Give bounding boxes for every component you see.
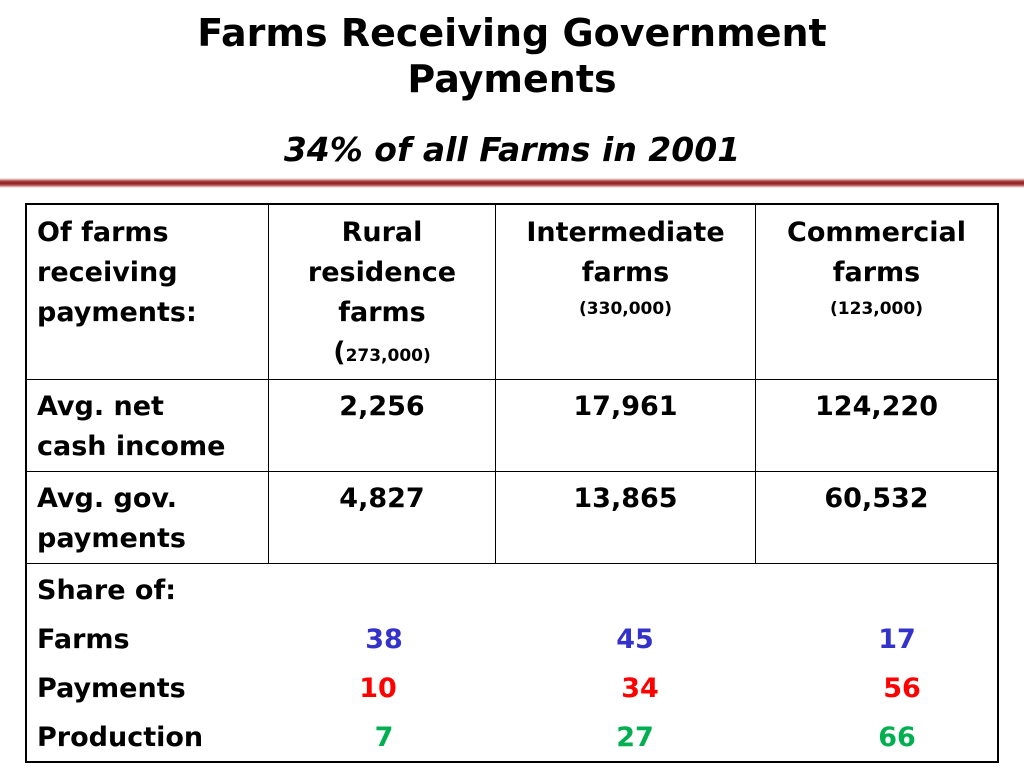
column-name-line: farms: [581, 257, 670, 288]
share-production-rural: 7: [374, 722, 394, 753]
row-label-gov-payments: Avg. gov. payments: [37, 479, 262, 559]
header-label-line: Of farms: [37, 217, 169, 248]
column-name-line: farms: [338, 297, 426, 328]
count-value: 273,000): [345, 346, 431, 366]
gov-payments-commercial: 60,532: [824, 483, 929, 514]
column-count: (123,000): [830, 299, 923, 319]
column-count: (273,000): [269, 333, 495, 373]
header-label-line: receiving: [37, 257, 178, 288]
header-rural-residence: Rural residence farms (273,000): [269, 213, 495, 373]
share-heading: Share of:: [37, 575, 177, 606]
slide-title: Farms Receiving Government Payments: [0, 10, 1024, 102]
share-label-production: Production: [37, 722, 204, 753]
slide-subtitle: 34% of all Farms in 2001: [283, 130, 741, 169]
row-label-line: payments: [37, 523, 186, 554]
column-divider: [495, 205, 496, 563]
column-count: (330,000): [579, 299, 672, 319]
share-production-intermediate: 27: [616, 722, 654, 753]
share-farms-rural: 38: [365, 624, 403, 655]
row-label-line: Avg. net: [37, 391, 164, 422]
column-name-line: Rural: [341, 217, 423, 248]
share-payments-rural: 10: [359, 673, 397, 704]
row-label-net-cash-income: Avg. net cash income: [37, 387, 262, 467]
column-name-line: residence: [307, 257, 457, 288]
gov-payments-rural: 4,827: [339, 483, 425, 514]
farm-payments-table: Of farms receiving payments: Rural resid…: [25, 203, 999, 763]
column-name-line: Commercial: [787, 217, 966, 248]
share-label-farms: Farms: [37, 624, 130, 655]
title-divider: [0, 178, 1024, 188]
column-divider: [755, 205, 756, 563]
title-line-1: Farms Receiving Government: [197, 11, 827, 55]
header-commercial: Commercial farms (123,000): [756, 213, 997, 325]
net-cash-income-intermediate: 17,961: [573, 391, 678, 422]
share-payments-intermediate: 34: [621, 673, 659, 704]
row-label-line: Avg. gov.: [37, 483, 178, 514]
row-divider: [27, 379, 997, 380]
row-label-line: cash income: [37, 431, 226, 462]
title-line-2: Payments: [407, 57, 617, 101]
header-label-line: payments:: [37, 297, 197, 328]
share-payments-commercial: 56: [883, 673, 921, 704]
header-intermediate: Intermediate farms (330,000): [496, 213, 755, 325]
column-name-line: Intermediate: [526, 217, 725, 248]
share-label-payments: Payments: [37, 673, 186, 704]
gov-payments-intermediate: 13,865: [573, 483, 678, 514]
net-cash-income-rural: 2,256: [339, 391, 425, 422]
header-row-label: Of farms receiving payments:: [37, 213, 262, 333]
row-divider: [27, 563, 997, 564]
share-farms-intermediate: 45: [616, 624, 654, 655]
share-production-commercial: 66: [878, 722, 916, 753]
column-name-line: farms: [832, 257, 921, 288]
count-open-paren: (: [333, 337, 346, 368]
net-cash-income-commercial: 124,220: [815, 391, 938, 422]
share-farms-commercial: 17: [878, 624, 916, 655]
column-divider: [268, 205, 269, 563]
row-divider: [27, 471, 997, 472]
